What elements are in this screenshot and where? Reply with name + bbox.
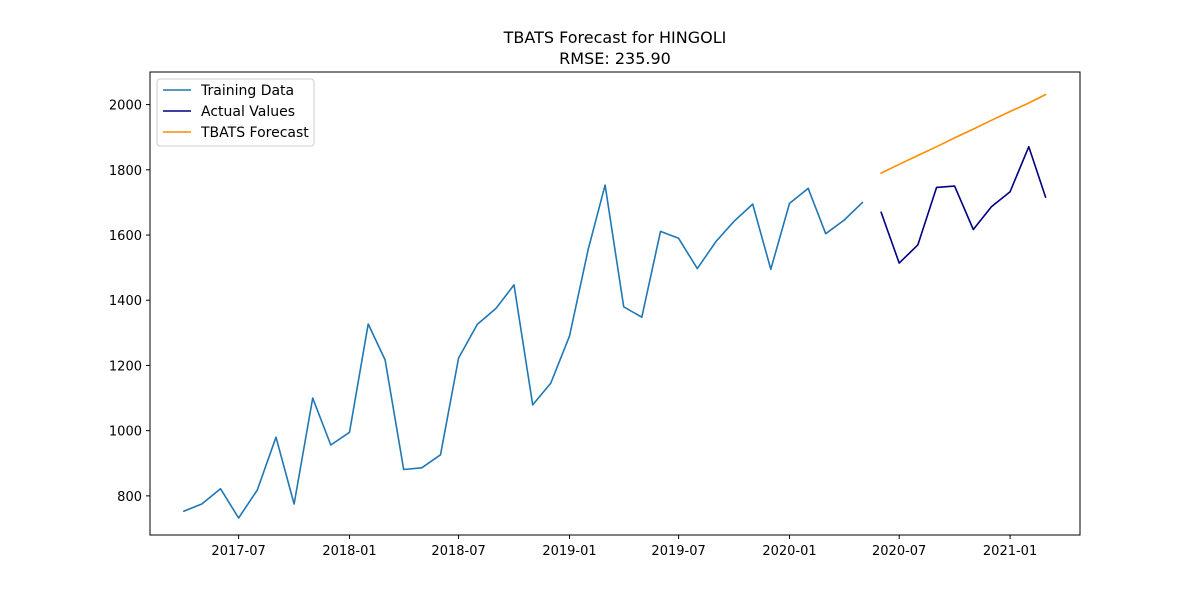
tbats-forecast-line: [880, 93, 1047, 174]
x-tick-label: 2017-07: [211, 544, 265, 559]
chart-title: TBATS Forecast for HINGOLI: [503, 28, 727, 47]
plot-lines: [183, 93, 1047, 519]
y-tick-label: 1600: [109, 229, 142, 244]
chart-subtitle: RMSE: 235.90: [559, 49, 671, 68]
actual-values-line: [880, 145, 1047, 264]
y-tick-label: 1000: [109, 425, 142, 440]
training-data-line: [183, 184, 864, 519]
x-tick-label: 2018-07: [431, 544, 485, 559]
legend-label-actual: Actual Values: [201, 104, 295, 120]
x-tick-label: 2019-07: [651, 544, 705, 559]
x-tick-label: 2020-07: [872, 544, 926, 559]
y-tick-label: 2000: [109, 99, 142, 114]
x-axis: 2017-07 2018-01 2018-07 2019-01 2019-07 2020-…: [211, 535, 1037, 559]
legend-label-training: Training Data: [200, 83, 294, 99]
plot-frame: [149, 71, 1081, 536]
y-tick-label: 1200: [109, 359, 142, 374]
legend-box: [156, 78, 315, 147]
legend-label-forecast: TBATS Forecast: [200, 125, 309, 141]
x-tick-label: 2018-01: [322, 544, 376, 559]
y-axis: 800 1000 1200 1400 1600 1800 2000: [109, 99, 150, 505]
x-tick-label: 2021-01: [983, 544, 1037, 559]
y-tick-label: 800: [117, 490, 142, 505]
y-tick-label: 1800: [109, 164, 142, 179]
x-tick-label: 2019-01: [542, 544, 596, 559]
y-tick-label: 1400: [109, 294, 142, 309]
x-tick-label: 2020-01: [762, 544, 816, 559]
legend: Training Data Actual Values TBATS Foreca…: [156, 78, 315, 147]
